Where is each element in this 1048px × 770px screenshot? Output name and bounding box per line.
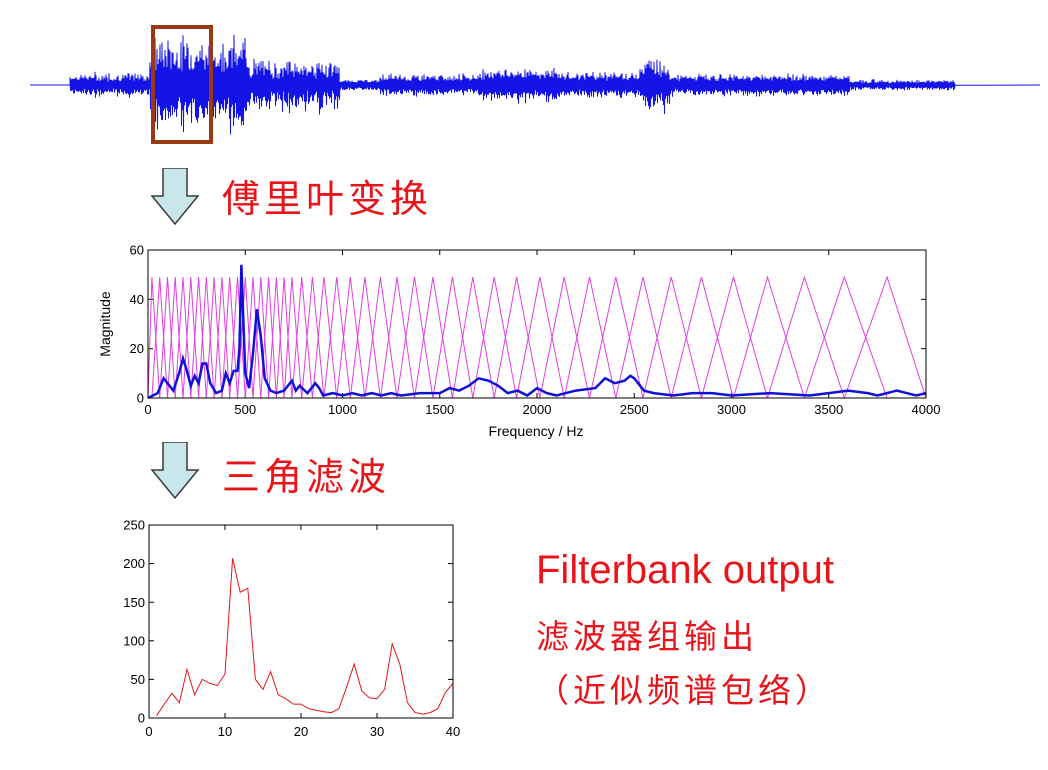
triangle-filter: [182, 277, 200, 399]
fourier-transform-label: 傅里叶变换: [222, 177, 433, 221]
analysis-window-box: [151, 25, 213, 144]
triangle-filter: [472, 277, 518, 399]
triangle-filter-label: 三角滤波: [222, 455, 391, 499]
down-arrow-icon: [150, 168, 200, 226]
triangle-filter: [213, 277, 231, 399]
triangle-filter: [843, 275, 927, 399]
triangle-filter: [615, 276, 672, 399]
triangle-filter: [221, 277, 238, 399]
triangle-filter: [396, 277, 434, 399]
x-tick-label: 1000: [328, 402, 357, 417]
triangle-filter: [260, 277, 277, 399]
down-arrow-icon: [150, 442, 200, 500]
triangle-filter: [252, 277, 270, 399]
triangle-filter: [432, 277, 474, 399]
triangle-filter: [283, 277, 303, 399]
triangle-filter: [311, 277, 338, 399]
x-tick-label: 40: [446, 724, 460, 739]
triangle-filter: [349, 277, 381, 399]
triangle-filter: [198, 277, 215, 399]
triangle-filter: [563, 276, 617, 399]
spectrum-plot-frame: [147, 249, 927, 399]
triangle-filter: [732, 275, 805, 399]
spectrum-chart: Magnitude Frequency / Hz 0 500 1000 1500 200…: [97, 243, 941, 439]
x-tick-label: 500: [234, 402, 256, 417]
x-tick-label: 4000: [912, 402, 941, 417]
triangle-filter: [539, 276, 590, 399]
triangle-filter: [147, 277, 161, 399]
y-tick-label: 20: [130, 341, 144, 356]
y-tick-label: 40: [130, 292, 144, 307]
filterbank-output-subtitle: 滤波器组输出: [536, 617, 758, 656]
filterbank-output-chart: 0 10 20 30 40 0 50 100 150 200 250: [123, 518, 460, 739]
triangle-filter: [190, 277, 207, 399]
triangle-filter: [268, 277, 285, 399]
x-tick-label: 2000: [523, 402, 552, 417]
triangle-filter: [159, 277, 176, 399]
y-tick-label: 0: [137, 391, 144, 406]
y-tick-label: 100: [123, 633, 145, 648]
triangle-filter: [151, 277, 168, 399]
spectrum-line: [147, 264, 927, 400]
x-tick-label: 20: [294, 724, 308, 739]
spectrum-y-axis-label: Magnitude: [97, 291, 113, 357]
triangle-filter: [275, 277, 293, 399]
speech-waveform: [30, 25, 1041, 144]
filterbank-line: [156, 558, 454, 716]
y-tick-label: 50: [131, 672, 145, 687]
triangle-filter: [244, 277, 262, 399]
y-tick-label: 250: [123, 518, 145, 533]
filterbank-output-note: （近似频谱包络）: [536, 671, 832, 710]
triangle-filter: [174, 277, 192, 399]
triangle-filter: [414, 277, 453, 399]
filterbank-output-title: Filterbank output: [536, 548, 834, 592]
y-tick-label: 200: [123, 556, 145, 571]
triangle-filter: [364, 277, 398, 399]
triangle-filter: [291, 277, 313, 399]
triangle-filter: [767, 275, 845, 399]
triangle-filter: [516, 277, 565, 399]
triangle-filter: [451, 277, 495, 399]
triangle-filter: [167, 277, 184, 399]
x-tick-label: 0: [145, 724, 152, 739]
y-tick-label: 150: [123, 595, 145, 610]
x-tick-label: 30: [370, 724, 384, 739]
triangle-filter: [336, 277, 366, 399]
y-tick-label: 60: [130, 243, 144, 258]
waveform-trace: [30, 34, 1041, 137]
filterbank-plot-frame: [148, 524, 454, 719]
spectrum-x-axis-label: Frequency / Hz: [489, 423, 584, 439]
x-tick-label: 1500: [425, 402, 454, 417]
triangle-filter: [493, 277, 541, 399]
triangle-filter: [589, 276, 644, 399]
triangle-filter: [670, 276, 734, 399]
triangle-filter: [301, 277, 325, 399]
triangle-filter: [237, 277, 254, 399]
x-tick-label: 3500: [814, 402, 843, 417]
triangle-filter: [700, 275, 768, 399]
y-tick-label: 0: [138, 711, 145, 726]
x-tick-label: 0: [144, 402, 151, 417]
x-tick-label: 10: [218, 724, 232, 739]
x-tick-label: 2500: [620, 402, 649, 417]
triangle-filter: [379, 277, 415, 399]
x-tick-label: 3000: [717, 402, 746, 417]
triangle-filter: [323, 277, 351, 399]
triangle-filter: [205, 277, 223, 399]
triangle-filter: [229, 277, 246, 399]
triangle-filter: [803, 275, 888, 399]
waveform-path: [30, 34, 1041, 137]
triangle-filter: [642, 276, 702, 399]
